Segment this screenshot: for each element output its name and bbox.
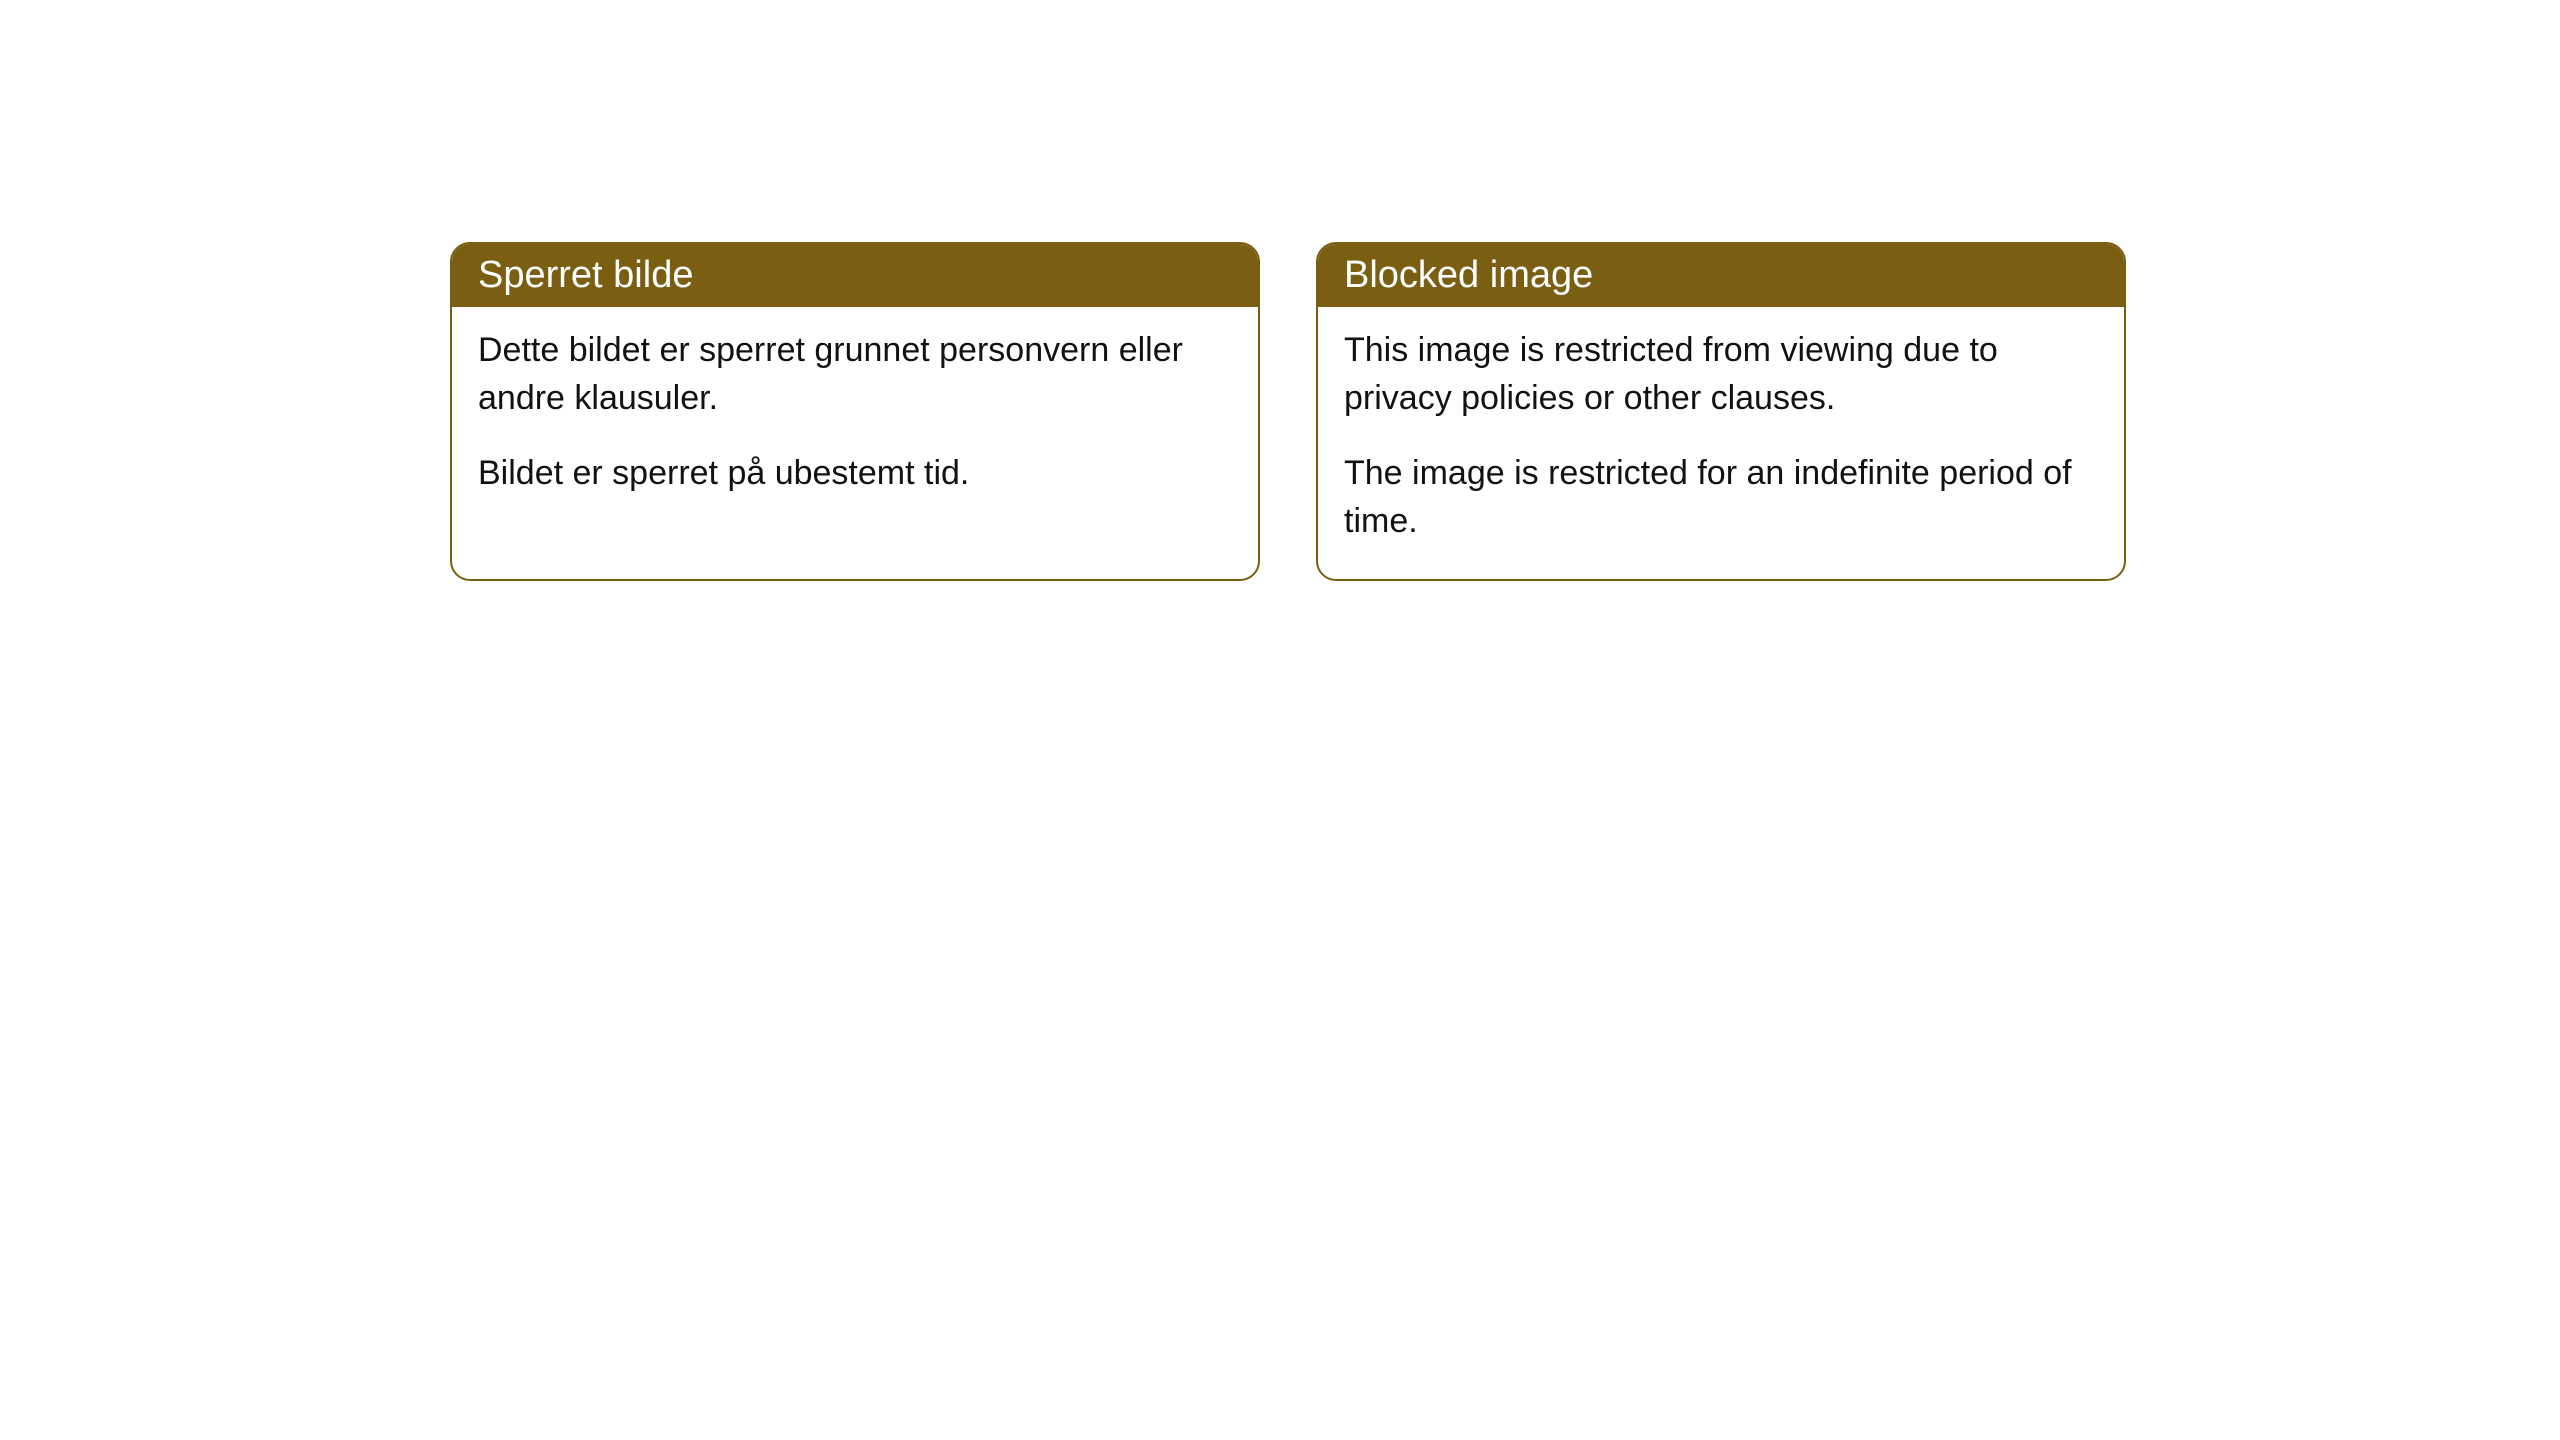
card-header-norwegian: Sperret bilde [452, 244, 1258, 307]
blocked-image-card-norwegian: Sperret bilde Dette bildet er sperret gr… [450, 242, 1260, 581]
notice-text-1-english: This image is restricted from viewing du… [1344, 327, 2098, 422]
blocked-image-card-english: Blocked image This image is restricted f… [1316, 242, 2126, 581]
card-body-norwegian: Dette bildet er sperret grunnet personve… [452, 307, 1258, 532]
notice-cards-container: Sperret bilde Dette bildet er sperret gr… [450, 242, 2126, 581]
card-header-english: Blocked image [1318, 244, 2124, 307]
notice-text-1-norwegian: Dette bildet er sperret grunnet personve… [478, 327, 1232, 422]
notice-text-2-english: The image is restricted for an indefinit… [1344, 450, 2098, 545]
notice-text-2-norwegian: Bildet er sperret på ubestemt tid. [478, 450, 1232, 498]
card-body-english: This image is restricted from viewing du… [1318, 307, 2124, 579]
